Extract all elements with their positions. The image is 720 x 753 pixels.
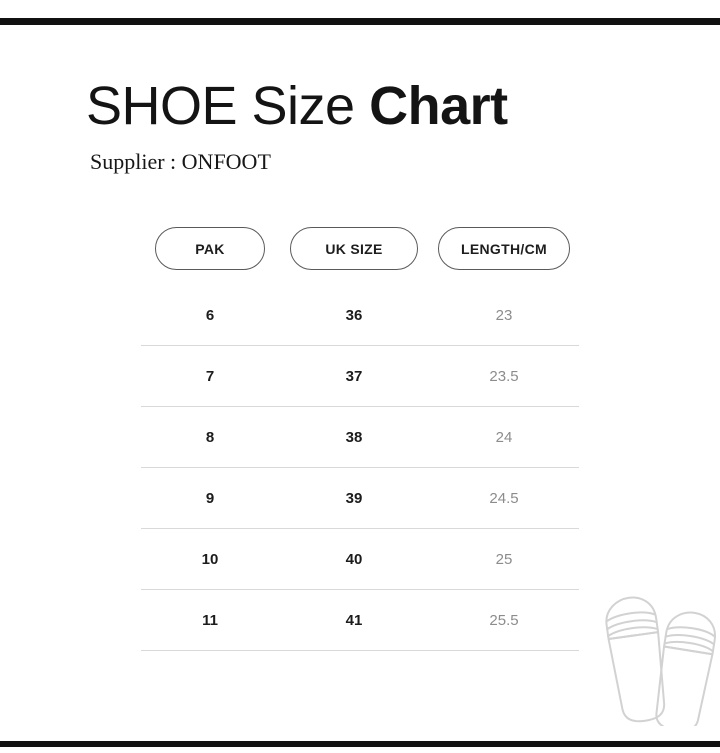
table-row: 6 36 23: [141, 285, 579, 346]
cell-uk-size: 39: [345, 489, 363, 507]
table-row: 8 38 24: [141, 407, 579, 468]
header-cell-pak: PAK: [141, 227, 279, 270]
cell-length-cm: 25.5: [489, 611, 519, 629]
table-row: 9 39 24.5: [141, 468, 579, 529]
cell-pak: 6: [205, 306, 215, 324]
header-pill-length-cm: LENGTH/CM: [438, 227, 570, 270]
cell-uk-size: 40: [345, 550, 363, 568]
cell-pak: 9: [205, 489, 215, 507]
cell-uk-size: 36: [345, 306, 363, 324]
table-body: 6 36 23 7 37 23.5 8 38 24 9 39 24.5 10: [141, 285, 579, 651]
page-title: SHOE Size Chart: [86, 76, 508, 136]
cell-uk-size: 38: [345, 428, 363, 446]
table-row: 10 40 25: [141, 529, 579, 590]
table-header-row: PAK UK SIZE LENGTH/CM: [141, 226, 579, 271]
bottom-divider-rule: [0, 741, 720, 747]
page-title-light: SHOE Size: [86, 76, 355, 136]
cell-length-cm: 23.5: [489, 367, 519, 385]
cell-pak: 11: [202, 611, 218, 629]
table-row: 11 41 25.5: [141, 590, 579, 651]
top-divider-rule: [0, 18, 720, 25]
cell-uk-size: 37: [345, 367, 363, 385]
cell-length-cm: 25: [495, 550, 513, 568]
cell-length-cm: 24: [495, 428, 513, 446]
slide-sandals-icon: [592, 592, 720, 732]
cell-length-cm: 24.5: [489, 489, 519, 507]
header-cell-uk-size: UK SIZE: [279, 227, 429, 270]
page-title-bold: Chart: [369, 76, 508, 136]
cell-pak: 10: [201, 550, 219, 568]
header-cell-length-cm: LENGTH/CM: [429, 227, 579, 270]
supplier-label: Supplier : ONFOOT: [90, 149, 271, 174]
cell-pak: 7: [205, 367, 215, 385]
header-pill-uk-size: UK SIZE: [290, 227, 418, 270]
size-table: PAK UK SIZE LENGTH/CM 6 36 23 7 37 23.5 …: [141, 226, 579, 651]
cell-pak: 8: [205, 428, 215, 446]
header-pill-pak: PAK: [155, 227, 265, 270]
cell-length-cm: 23: [495, 306, 513, 324]
cell-uk-size: 41: [345, 611, 363, 629]
table-row: 7 37 23.5: [141, 346, 579, 407]
